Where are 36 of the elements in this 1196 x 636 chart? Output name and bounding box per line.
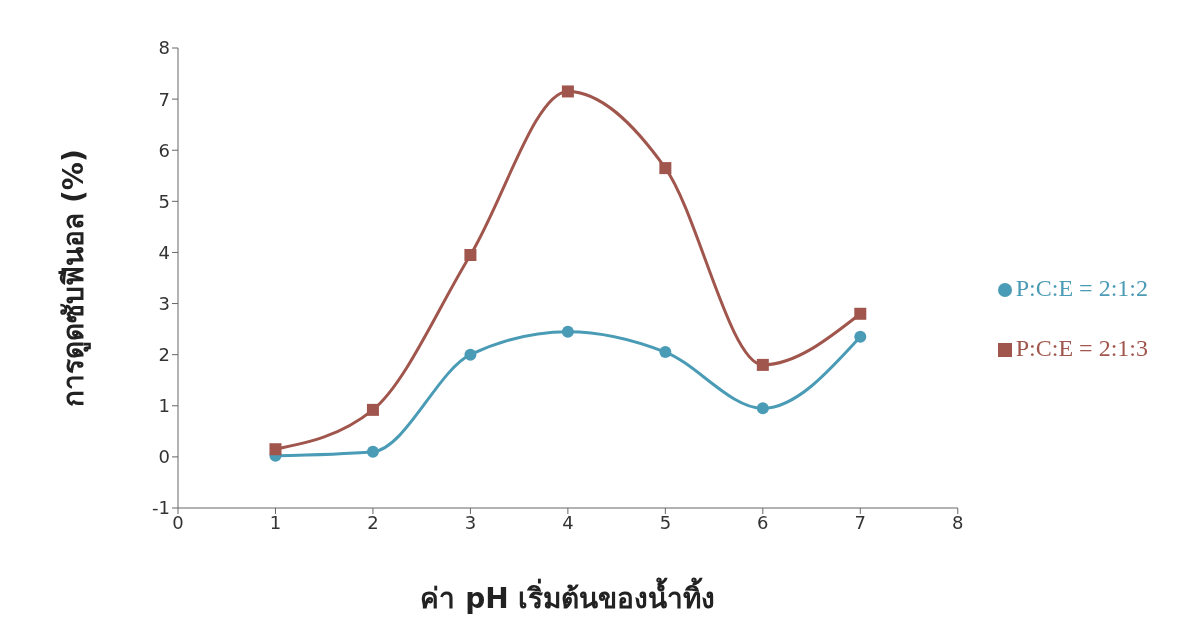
x-axis-title: ค่า pH เริ่มต้นของน้ำทิ้ง <box>420 577 716 615</box>
point <box>269 443 282 456</box>
point <box>561 325 574 338</box>
y-axis-title: การดูดซับฟีนอล (%) <box>56 149 91 407</box>
legend-label: P:C:E = 2:1:3 <box>1015 335 1148 361</box>
point <box>561 85 574 98</box>
x-tick-label: 6 <box>757 511 769 533</box>
y-tick-label: 4 <box>158 241 170 263</box>
point <box>854 330 867 343</box>
y-tick-label: 8 <box>158 37 170 59</box>
point <box>659 346 672 359</box>
legend-label: P:C:E = 2:1:2 <box>1015 275 1148 301</box>
x-tick-label: 3 <box>464 511 477 533</box>
point <box>756 358 769 371</box>
y-tick-label: 3 <box>158 292 170 314</box>
x-tick-label: 7 <box>854 511 867 533</box>
y-tick-label: 2 <box>158 344 170 366</box>
x-tick-label: 8 <box>952 511 964 533</box>
y-tick-label: 6 <box>158 139 170 161</box>
point <box>659 162 672 175</box>
y-tick-label: -1 <box>152 497 170 519</box>
x-tick-label: 2 <box>367 511 379 533</box>
y-tick-label: 0 <box>158 446 170 468</box>
y-tick-label: 7 <box>158 88 170 110</box>
point <box>464 249 477 261</box>
x-tick-label: 5 <box>659 511 672 533</box>
point <box>366 403 379 416</box>
point <box>464 348 477 361</box>
y-tick-label: 1 <box>158 395 170 417</box>
x-tick-label: 1 <box>269 511 282 533</box>
point <box>854 307 867 320</box>
y-tick-label: 5 <box>158 190 170 212</box>
x-tick-label: 4 <box>562 511 574 533</box>
point <box>366 445 379 458</box>
point <box>756 402 769 415</box>
x-tick-label: 0 <box>172 511 184 533</box>
